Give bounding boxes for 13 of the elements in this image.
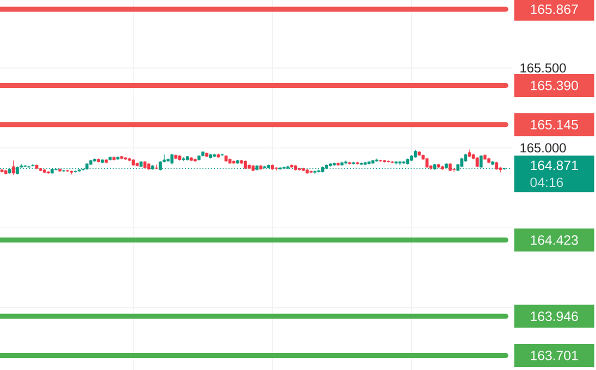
candlestick xyxy=(425,157,429,168)
y-tick-label: 165.500 xyxy=(520,63,566,73)
ref-line-label: 164.423 xyxy=(530,235,578,245)
ref-line-label: 164.871 xyxy=(530,160,578,170)
candlestick xyxy=(12,160,16,176)
text: 04:16 xyxy=(530,178,563,188)
y-tick-label: 165.000 xyxy=(520,143,566,152)
ref-line-label: 165.390 xyxy=(530,80,578,90)
ref-line-label: 165.867 xyxy=(530,4,578,14)
ref-line-label: 163.946 xyxy=(530,312,578,322)
ref-line-label: 165.145 xyxy=(530,120,578,130)
candlestick xyxy=(154,164,158,170)
ref-line-label: 163.701 xyxy=(530,350,578,360)
